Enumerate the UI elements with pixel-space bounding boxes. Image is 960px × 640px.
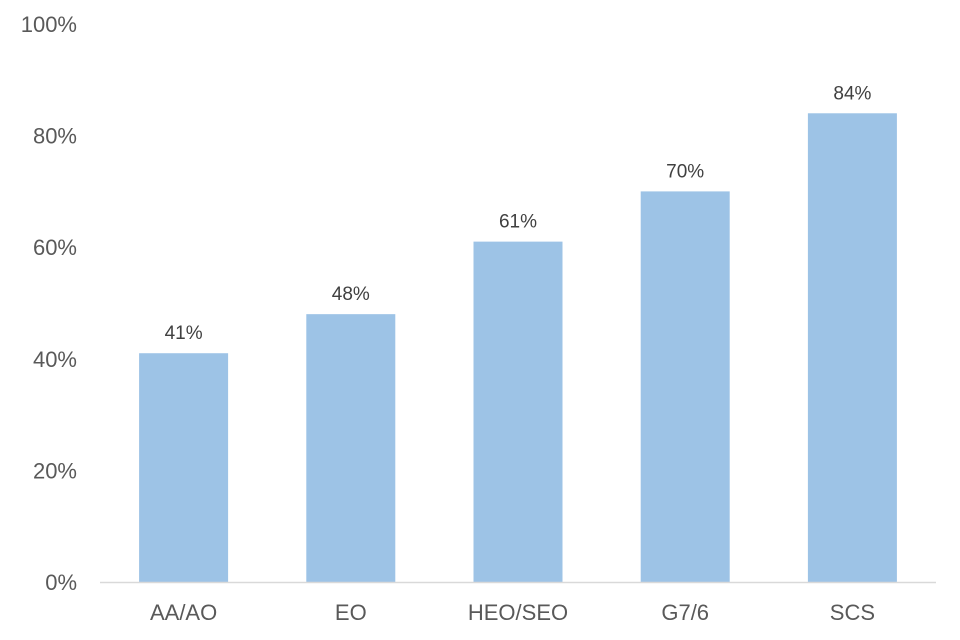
bar-value-label: 61% [499,212,537,233]
x-tick-label: HEO/SEO [468,600,568,625]
y-tick-label: 100% [21,12,77,37]
bar [473,241,563,582]
bar-data-labels: 41% 48% 61% 70% 84% [165,83,872,344]
bar-value-label: 48% [332,284,370,305]
x-tick-label: EO [335,600,367,625]
bar [139,353,229,582]
bars [139,113,897,582]
x-tick-label: SCS [830,600,875,625]
x-axis-tick-labels: AA/AO EO HEO/SEO G7/6 SCS [150,600,875,625]
bar-value-label: 41% [165,323,203,344]
bar [807,113,897,582]
x-tick-label: AA/AO [150,600,217,625]
y-tick-label: 80% [33,124,77,149]
bar [640,191,730,582]
y-tick-label: 40% [33,347,77,372]
bar-value-label: 70% [666,161,704,182]
y-tick-label: 60% [33,235,77,260]
y-axis-tick-labels: 0% 20% 40% 60% 80% 100% [21,12,77,595]
x-tick-label: G7/6 [661,600,709,625]
bar-value-label: 84% [833,83,871,104]
y-tick-label: 20% [33,458,77,483]
bar [306,314,396,582]
y-tick-label: 0% [45,570,77,595]
